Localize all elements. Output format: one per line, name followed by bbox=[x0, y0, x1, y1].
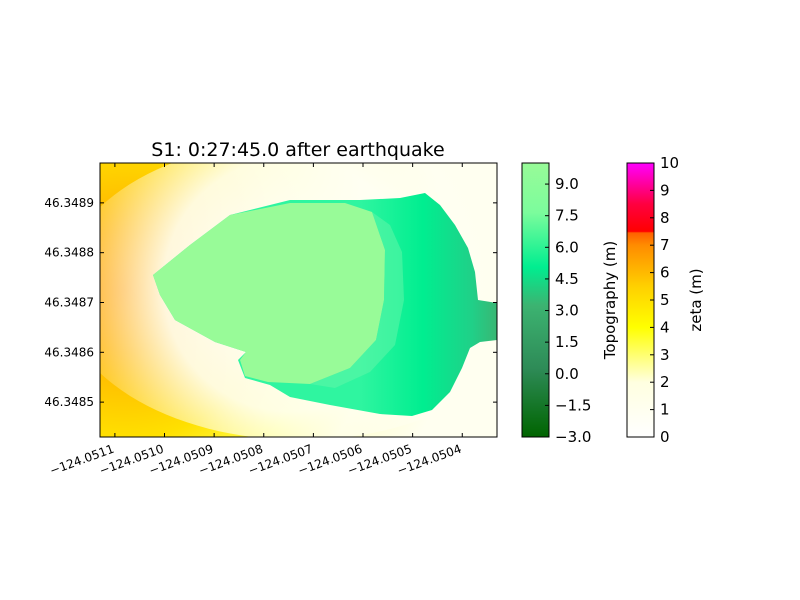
colorbar-tick-label: 0.0 bbox=[555, 365, 579, 383]
topography-colorbar bbox=[521, 162, 550, 438]
land-plateau bbox=[153, 203, 385, 384]
y-tick-label: 46.3489 bbox=[44, 196, 94, 210]
y-tick-label: 46.3488 bbox=[44, 246, 94, 260]
zeta-colorbar-label: zeta (m) bbox=[687, 268, 705, 331]
colorbar-tick-label: 1.5 bbox=[555, 333, 579, 351]
y-tick-label: 46.3485 bbox=[44, 395, 94, 409]
colorbar-tick-label: 5 bbox=[660, 291, 670, 309]
topography-colorbar-label: Topography (m) bbox=[601, 241, 619, 360]
colorbar-tick-label: 7 bbox=[660, 236, 670, 254]
colorbar-tick-label: 0 bbox=[660, 428, 670, 446]
y-axis: 46.3489 46.3488 46.3487 46.3486 46.3485 bbox=[44, 196, 497, 409]
colorbar-tick-label: 2 bbox=[660, 373, 670, 391]
y-tick-label: 46.3486 bbox=[44, 345, 94, 359]
colorbar-tick-label: 9 bbox=[660, 181, 670, 199]
colorbar-tick-label: 1 bbox=[660, 401, 670, 419]
colorbar-tick-label: 6.0 bbox=[555, 238, 579, 256]
zeta-colorbar bbox=[626, 162, 655, 438]
colorbar-tick-label: 10 bbox=[660, 154, 679, 172]
colorbar-tick-label: −1.5 bbox=[555, 396, 591, 414]
plot-area bbox=[100, 163, 497, 437]
colorbar-tick-label: −3.0 bbox=[555, 428, 591, 446]
plot-frame bbox=[99, 162, 498, 438]
y-tick-label: 46.3487 bbox=[44, 295, 94, 309]
colorbar-tick-label: 9.0 bbox=[555, 175, 579, 193]
colorbar-tick-label: 7.5 bbox=[555, 207, 579, 225]
land-shelf bbox=[310, 203, 404, 388]
colorbar-tick-label: 6 bbox=[660, 264, 670, 282]
colorbar-tick-label: 4 bbox=[660, 318, 670, 336]
colorbar-tick-label: 8 bbox=[660, 209, 670, 227]
topography-colorbar-ticks: −3.0 −1.5 0.0 1.5 3.0 4.5 6.0 7.5 9.0 bbox=[545, 175, 591, 446]
colorbar-tick-label: 3.0 bbox=[555, 302, 579, 320]
colorbar-tick-label: 4.5 bbox=[555, 270, 579, 288]
chart-title: S1: 0:27:45.0 after earthquake bbox=[151, 139, 444, 161]
colorbar-tick-label: 3 bbox=[660, 346, 670, 364]
zeta-colorbar-ticks: 0 1 2 3 4 5 6 7 8 9 10 bbox=[650, 154, 679, 446]
